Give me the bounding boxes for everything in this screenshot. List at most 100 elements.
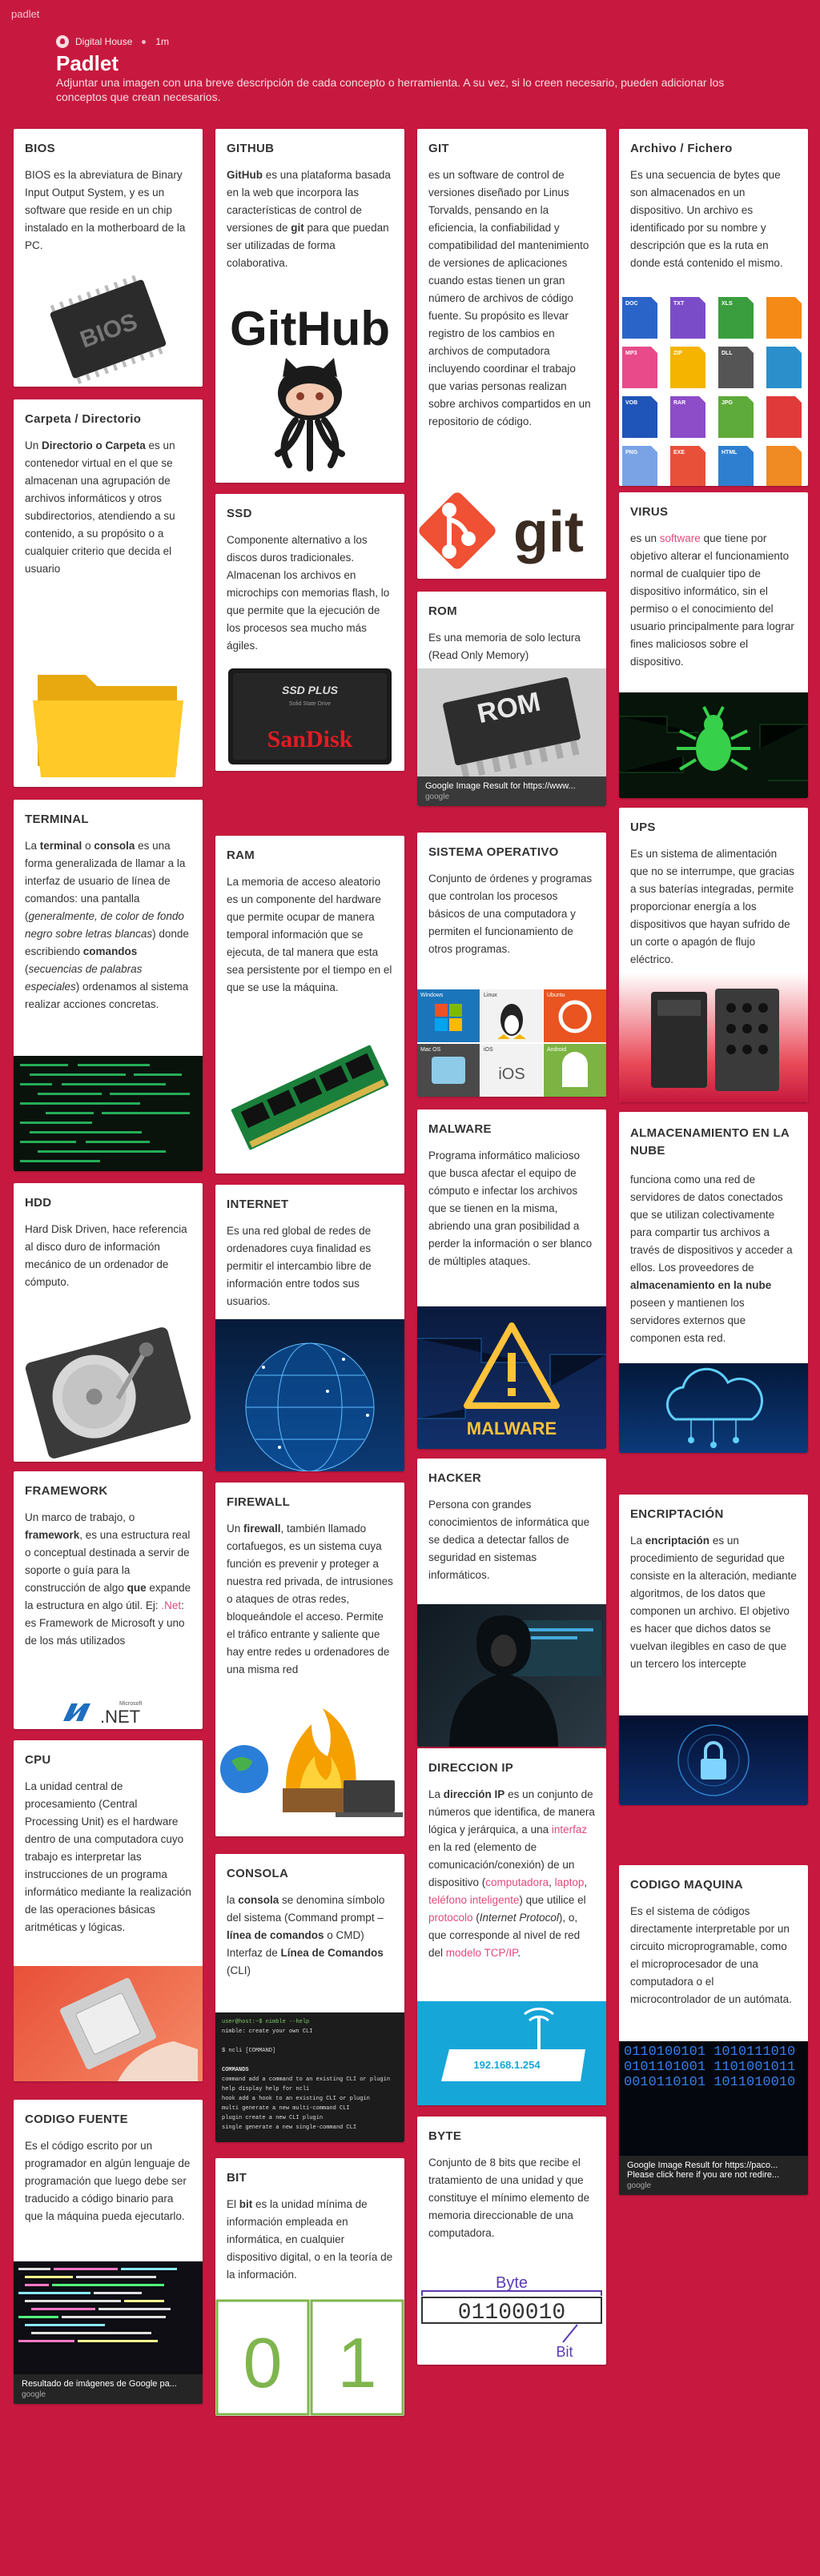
console-line: hook add a hook to an existing CLI or pl… bbox=[222, 2096, 370, 2102]
post-body: Un firewall, también llamado cortafuegos… bbox=[227, 1523, 393, 1675]
folder-icon[interactable] bbox=[14, 627, 203, 787]
encryption-lock-image[interactable] bbox=[619, 1715, 808, 1805]
bit-label: Bit bbox=[556, 2344, 573, 2360]
binary-text: 0110100101 1010111010 0101101001 1101001… bbox=[624, 2044, 796, 2090]
post-card-nube[interactable]: ALMACENAMIENTO EN LA NUBE funciona como … bbox=[619, 1112, 808, 1453]
hard-disk-image[interactable] bbox=[14, 1319, 203, 1462]
ram-image[interactable] bbox=[215, 1021, 404, 1174]
post-body: Es un sistema de alimentación que no se … bbox=[630, 848, 794, 965]
post-card-terminal[interactable]: TERMINAL La terminal o consola es una fo… bbox=[14, 800, 203, 1171]
post-card-virus[interactable]: VIRUS es un software que tiene por objet… bbox=[619, 492, 808, 798]
post-title: CODIGO FUENTE bbox=[25, 2113, 128, 2126]
rom-image[interactable]: ROM Google Image Result for https://www.… bbox=[417, 668, 606, 806]
post-body: es un software de control de versiones d… bbox=[428, 169, 591, 427]
post-card-byte[interactable]: BYTE Conjunto de 8 bits que recibe el tr… bbox=[417, 2117, 606, 2365]
console-screenshot[interactable]: user@host:~$ nimble --help nimble: creat… bbox=[215, 2012, 404, 2142]
padlet-logo[interactable]: padlet bbox=[11, 8, 40, 20]
post-card-rom[interactable]: ROM Es una memoria de solo lectura (Read… bbox=[417, 592, 606, 806]
console-line: nimble: create your own CLI bbox=[222, 2028, 313, 2035]
board-header: Digital House 1m Padlet Adjuntar una ima… bbox=[0, 26, 820, 122]
virus-bug-image[interactable] bbox=[619, 692, 808, 798]
git-logo[interactable]: git bbox=[417, 483, 606, 579]
laptop-link[interactable]: laptop bbox=[554, 1876, 585, 1888]
post-card-carpeta[interactable]: Carpeta / Directorio Un Directorio o Car… bbox=[14, 399, 203, 787]
post-card-codigo-maquina[interactable]: CODIGO MAQUINA Es el sistema de códigos … bbox=[619, 1865, 808, 2195]
byte-diagram[interactable]: Byte 01100010 Bit bbox=[417, 2264, 606, 2365]
protocolo-link[interactable]: protocolo bbox=[428, 1912, 473, 1924]
post-title: DIRECCION IP bbox=[428, 1761, 514, 1775]
post-card-archivo[interactable]: Archivo / Fichero Es una secuencia de by… bbox=[619, 129, 808, 486]
post-card-sistema-operativo[interactable]: SISTEMA OPERATIVO Conjunto de órdenes y … bbox=[417, 833, 606, 1097]
ups-device-image[interactable] bbox=[619, 973, 808, 1102]
post-card-hdd[interactable]: HDD Hard Disk Driven, hace referencia al… bbox=[14, 1183, 203, 1462]
ssd-label: SSD PLUS bbox=[282, 684, 339, 696]
ssd-image[interactable]: SSD PLUS Solid State Drive SanDisk bbox=[215, 659, 404, 771]
machine-code-image[interactable]: 0110100101 1010111010 0101101001 1101001… bbox=[619, 2041, 808, 2195]
interfaz-link[interactable]: interfaz bbox=[551, 1824, 588, 1836]
post-body: La unidad central de procesamiento (Cent… bbox=[25, 1780, 191, 1933]
bit-image[interactable]: 0 1 bbox=[215, 2299, 404, 2416]
os-logos-image[interactable]: Windows Linux Ubuntu Mac OS iOS Android … bbox=[417, 989, 606, 1097]
post-title: VIRUS bbox=[630, 505, 669, 519]
computadora-link[interactable]: computadora bbox=[485, 1876, 549, 1888]
os-label-android: Android bbox=[547, 1047, 566, 1053]
sandisk-brand: SanDisk bbox=[267, 726, 353, 752]
post-card-encriptacion[interactable]: ENCRIPTACIÓN La encriptación es un proce… bbox=[619, 1495, 808, 1805]
post-body: Conjunto de 8 bits que recibe el tratami… bbox=[428, 2157, 590, 2239]
firewall-image[interactable] bbox=[215, 1692, 404, 1836]
post-card-malware[interactable]: MALWARE Programa informático malicioso q… bbox=[417, 1109, 606, 1449]
dotnet-logo[interactable]: Microsoft .NET bbox=[14, 1694, 203, 1729]
post-card-hacker[interactable]: HACKER Persona con grandes conocimientos… bbox=[417, 1459, 606, 1747]
bit-zero: 0 bbox=[243, 2323, 283, 2402]
ip-router-image[interactable]: 192.168.1.254 bbox=[417, 2001, 606, 2105]
post-title: RAM bbox=[227, 849, 255, 862]
image-caption[interactable]: Google Image Result for https://www... go… bbox=[417, 776, 606, 806]
post-body: Un Directorio o Carpeta es un contenedor… bbox=[25, 439, 175, 575]
post-card-consola[interactable]: CONSOLA la consola se denomina símbolo d… bbox=[215, 1854, 404, 2142]
author-name[interactable]: Digital House bbox=[75, 36, 133, 47]
image-caption[interactable]: Google Image Result for https://paco... P… bbox=[619, 2156, 808, 2195]
malware-image[interactable]: MALWARE bbox=[417, 1306, 606, 1449]
post-card-ram[interactable]: RAM La memoria de acceso aleatorio es un… bbox=[215, 836, 404, 1174]
post-card-framework[interactable]: FRAMEWORK Un marco de trabajo, o framewo… bbox=[14, 1471, 203, 1729]
cloud-storage-image[interactable] bbox=[619, 1363, 808, 1453]
bios-chip-image[interactable]: BIOS bbox=[14, 271, 203, 387]
post-card-internet[interactable]: INTERNET Es una red global de redes de o… bbox=[215, 1185, 404, 1471]
post-time: 1m bbox=[155, 36, 170, 47]
post-card-firewall[interactable]: FIREWALL Un firewall, también llamado co… bbox=[215, 1483, 404, 1836]
post-card-codigo-fuente[interactable]: CODIGO FUENTE Es el código escrito por u… bbox=[14, 2100, 203, 2404]
microsoft-label: Microsoft bbox=[119, 1701, 142, 1707]
os-label-macos: Mac OS bbox=[420, 1047, 441, 1053]
top-bar: padlet bbox=[0, 0, 820, 26]
post-card-github[interactable]: GITHUB GitHub es una plataforma basada e… bbox=[215, 129, 404, 483]
post-title: FIREWALL bbox=[227, 1495, 291, 1509]
cpu-image[interactable] bbox=[14, 1966, 203, 2081]
post-card-bit[interactable]: BIT El bit es la unidad mínima de inform… bbox=[215, 2158, 404, 2416]
post-body: funciona como una red de servidores de d… bbox=[630, 1174, 793, 1344]
post-card-ssd[interactable]: SSD Componente alternativo a los discos … bbox=[215, 494, 404, 771]
terminal-code-image[interactable] bbox=[14, 1056, 203, 1171]
post-card-git[interactable]: GIT es un software de control de version… bbox=[417, 129, 606, 579]
ssd-sublabel: Solid State Drive bbox=[289, 701, 331, 707]
post-title: Archivo / Fichero bbox=[630, 142, 733, 155]
post-card-ups[interactable]: UPS Es un sistema de alimentación que no… bbox=[619, 808, 808, 1102]
post-title: ENCRIPTACIÓN bbox=[630, 1507, 724, 1521]
post-body: La dirección IP es un conjunto de número… bbox=[428, 1788, 595, 1959]
image-caption[interactable]: Resultado de imágenes de Google pa... goo… bbox=[14, 2374, 203, 2404]
post-card-cpu[interactable]: CPU La unidad central de procesamiento (… bbox=[14, 1740, 203, 2081]
post-card-bios[interactable]: BIOS BIOS es la abreviatura de Binary In… bbox=[14, 129, 203, 387]
svg-text:XLS: XLS bbox=[722, 301, 733, 307]
hacker-image[interactable] bbox=[417, 1604, 606, 1747]
tcpip-link[interactable]: modelo TCP/IP bbox=[445, 1947, 518, 1959]
software-link[interactable]: software bbox=[659, 532, 701, 544]
dotnet-link[interactable]: .Net bbox=[161, 1599, 182, 1611]
github-logo[interactable]: GitHub bbox=[215, 289, 404, 483]
post-title: SSD bbox=[227, 507, 252, 520]
post-card-direccion-ip[interactable]: DIRECCION IP La dirección IP es un conju… bbox=[417, 1748, 606, 2105]
source-code-image[interactable]: Resultado de imágenes de Google pa... goo… bbox=[14, 2261, 203, 2404]
post-body: Programa informático malicioso que busca… bbox=[428, 1150, 593, 1267]
post-body: El bit es la unidad mínima de informació… bbox=[227, 2198, 393, 2281]
internet-globe-image[interactable] bbox=[215, 1319, 404, 1471]
telefono-link[interactable]: teléfono inteligente bbox=[428, 1894, 520, 1906]
file-types-image[interactable]: DOC TXT XLS MP3 ZIP DLL VOB RAR JPG PNG … bbox=[619, 289, 808, 486]
